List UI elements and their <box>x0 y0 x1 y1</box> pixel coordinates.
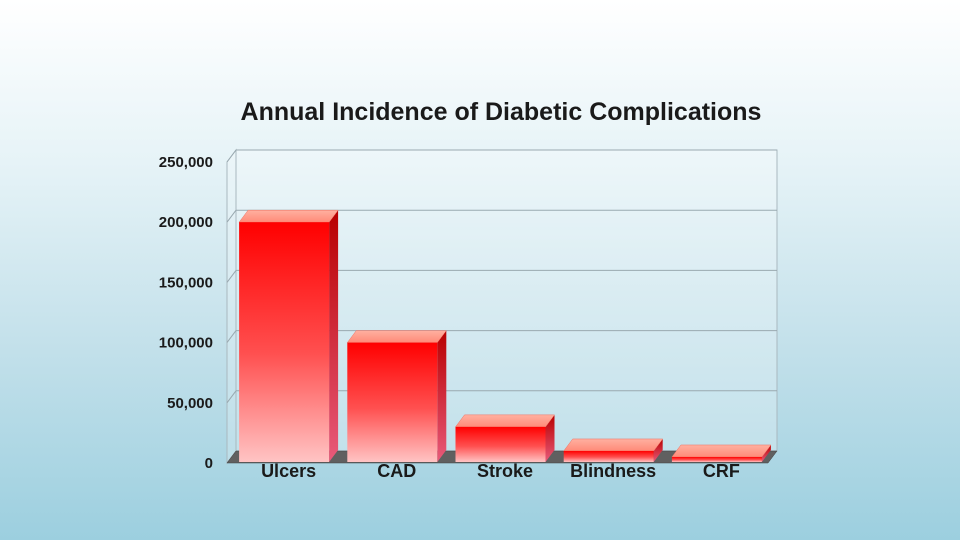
bar-group <box>455 414 555 462</box>
gridline-depth <box>226 330 237 343</box>
bar-side <box>329 210 339 462</box>
y-tick-label: 200,000 <box>159 214 213 231</box>
bar <box>671 456 762 462</box>
gridline-depth <box>226 149 237 163</box>
y-tick-label: 0 <box>205 455 213 472</box>
bar-side <box>653 438 663 462</box>
bar-group <box>563 438 664 462</box>
x-tick-label: CRF <box>703 461 740 481</box>
bar-group <box>671 444 772 462</box>
bar-top <box>563 438 664 452</box>
bar <box>455 426 546 462</box>
bar-group <box>238 209 339 462</box>
bar-side <box>761 444 771 462</box>
bar-top <box>671 444 772 458</box>
x-axis: Ulcers CAD Stroke Blindness CRF <box>261 461 740 481</box>
y-tick-label: 250,000 <box>159 154 213 171</box>
gridline-depth <box>226 270 237 283</box>
x-tick-label: CAD <box>377 461 416 481</box>
bar <box>239 222 330 462</box>
bar <box>347 342 438 462</box>
bar-side <box>437 330 447 462</box>
y-tick-label: 100,000 <box>159 335 213 352</box>
plot-side-wall <box>226 148 237 465</box>
y-tick-label: 50,000 <box>167 395 213 412</box>
x-tick-label: Ulcers <box>261 461 316 481</box>
x-tick-label: Stroke <box>477 461 533 481</box>
chart-title: Annual Incidence of Diabetic Complicatio… <box>241 98 762 126</box>
y-tick-label: 150,000 <box>159 274 213 291</box>
gridline-depth <box>226 390 237 404</box>
x-tick-label: Blindness <box>570 461 656 481</box>
bar-top <box>346 330 447 343</box>
bar-side <box>545 414 555 462</box>
y-axis: 0 50,000 100,000 150,000 200,000 250,000 <box>159 154 213 472</box>
bar <box>563 450 654 462</box>
bar-top <box>455 414 555 428</box>
bar-group <box>346 330 447 462</box>
bar-top <box>238 209 339 223</box>
bars <box>238 209 772 462</box>
gridline-depth <box>226 209 237 223</box>
